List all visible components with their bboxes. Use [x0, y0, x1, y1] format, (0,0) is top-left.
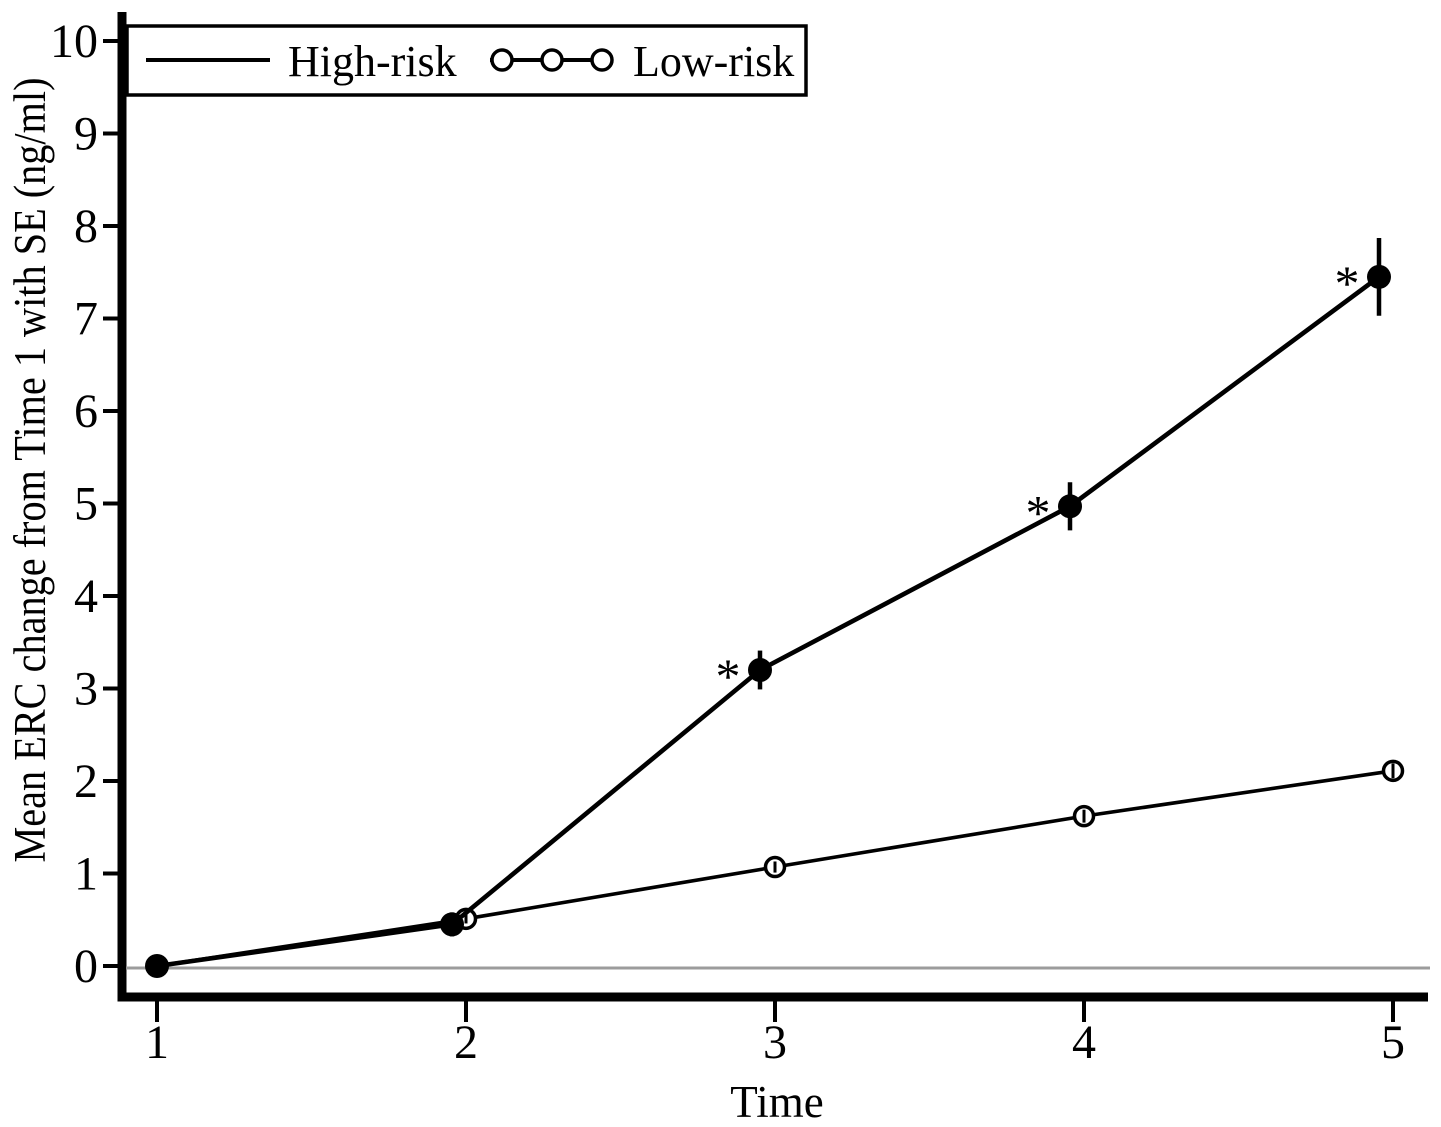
- legend-lowrisk-label: Low-risk: [633, 37, 794, 86]
- x-tick-label: 3: [763, 1016, 787, 1069]
- y-tick-label: 10: [50, 15, 98, 68]
- x-tick-label: 5: [1381, 1016, 1405, 1069]
- marker-high-risk: [145, 954, 169, 978]
- legend-lowrisk-marker-icon: [490, 48, 514, 72]
- y-tick-label: 2: [74, 755, 98, 808]
- y-axis-title: Mean ERC change from Time 1 with SE (ng/…: [5, 78, 55, 863]
- x-tick-label: 1: [145, 1016, 169, 1069]
- y-tick-label: 3: [74, 663, 98, 716]
- y-tick-label: 9: [74, 108, 98, 161]
- y-tick-label: 6: [74, 385, 98, 438]
- x-tick-label: 2: [454, 1016, 478, 1069]
- significance-asterisk: *: [716, 648, 741, 704]
- legend-lowrisk-marker-icon: [540, 48, 564, 72]
- legend-highrisk-label: High-risk: [288, 37, 457, 86]
- legend-lowrisk-marker-icon: [590, 48, 614, 72]
- y-tick-label: 7: [74, 293, 98, 346]
- significance-asterisk: *: [1026, 484, 1051, 540]
- marker-high-risk: [1058, 494, 1082, 519]
- marker-high-risk: [1367, 264, 1391, 289]
- marker-high-risk: [440, 912, 464, 937]
- significance-asterisk: *: [1335, 255, 1360, 311]
- x-axis-title: Time: [730, 1077, 823, 1127]
- y-tick-label: 0: [74, 940, 98, 993]
- x-tick-label: 4: [1072, 1016, 1096, 1069]
- y-tick-label: 8: [74, 200, 98, 253]
- marker-high-risk: [748, 658, 772, 682]
- legend: High-risk Low-risk: [125, 24, 808, 97]
- y-tick-label: 4: [74, 570, 98, 623]
- y-tick-label: 5: [74, 478, 98, 531]
- y-tick-label: 1: [74, 848, 98, 901]
